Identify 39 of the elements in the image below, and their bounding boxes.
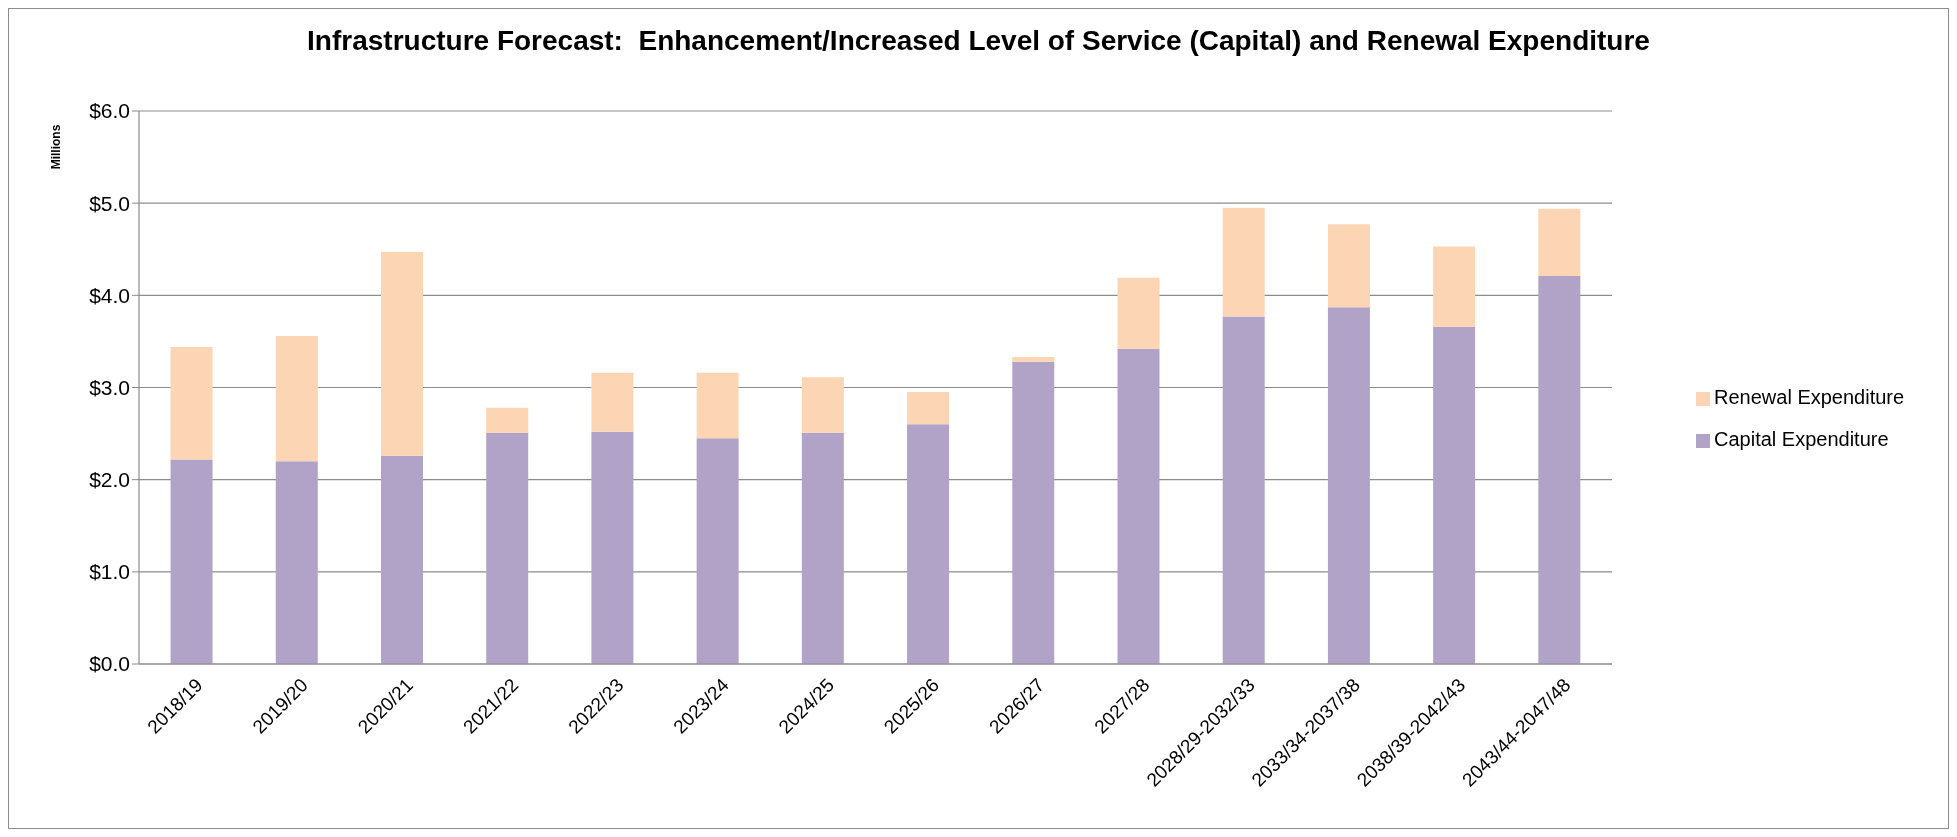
legend-label: Renewal Expenditure [1714, 385, 1905, 408]
bar [1538, 208, 1581, 276]
bar [170, 346, 213, 460]
bar [486, 407, 529, 433]
bar [1433, 326, 1476, 664]
bar [801, 432, 844, 664]
chart-title: Infrastructure Forecast: Enhancement/Increased Level of Service (Capital) and Renewal Expenditure [306, 25, 1651, 57]
bar [1222, 207, 1265, 317]
y-tick-label: $3.0 [89, 375, 130, 399]
bar [591, 372, 634, 432]
y-tick-label: $0.0 [89, 652, 130, 676]
bar [1117, 348, 1160, 664]
bar [1327, 307, 1370, 664]
bar [1222, 316, 1265, 664]
y-tick-label: $1.0 [89, 560, 130, 584]
bar [801, 377, 844, 433]
bar [1117, 277, 1160, 349]
y-tick-label: $4.0 [89, 283, 130, 307]
bar [696, 438, 739, 664]
bar [907, 424, 950, 664]
bar [591, 431, 634, 664]
bar [275, 335, 318, 462]
y-axis-title: Millions [49, 124, 63, 170]
bar [696, 372, 739, 439]
y-tick-label: $2.0 [89, 468, 130, 492]
bar [1012, 357, 1055, 362]
bar [380, 455, 423, 664]
bar [1433, 246, 1476, 327]
bar [380, 252, 423, 456]
legend-label: Capital Expenditure [1714, 427, 1889, 450]
y-tick-label: $5.0 [89, 191, 130, 215]
bar [486, 432, 529, 664]
bar [1012, 361, 1055, 664]
bar [1327, 224, 1370, 308]
bar [907, 392, 950, 425]
bar [170, 459, 213, 664]
bar [275, 461, 318, 664]
bar [1538, 275, 1581, 664]
y-tick-label: $6.0 [89, 99, 130, 123]
